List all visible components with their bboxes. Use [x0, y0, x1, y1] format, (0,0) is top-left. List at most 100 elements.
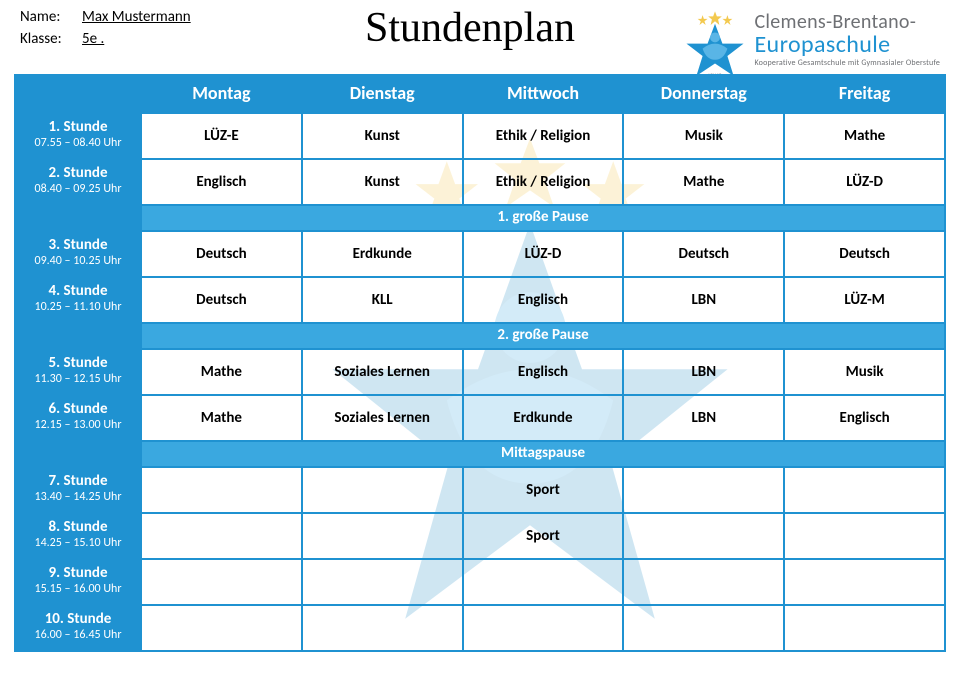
subject-cell [302, 559, 463, 605]
subject-cell: LBN [623, 349, 784, 395]
subject-cell [141, 605, 302, 651]
subject-cell: Musik [623, 113, 784, 159]
subject-cell: Ethik / Religion [463, 113, 624, 159]
subject-cell [463, 605, 624, 651]
day-header: Montag [141, 75, 302, 113]
period-row: 1. Stunde07.55 – 08.40 UhrLÜZ-EKunstEthi… [15, 113, 945, 159]
period-label: 2. Stunde [16, 165, 140, 182]
break-label: 2. große Pause [141, 323, 945, 349]
period-label: 7. Stunde [16, 473, 140, 490]
period-time: 14.25 – 15.10 Uhr [16, 537, 140, 551]
period-time: 09.40 – 10.25 Uhr [16, 255, 140, 269]
period-row: 2. Stunde08.40 – 09.25 UhrEnglischKunstE… [15, 159, 945, 205]
subject-cell: Englisch [784, 395, 945, 441]
day-header: Mittwoch [463, 75, 624, 113]
break-row: Mittagspause [15, 441, 945, 467]
subject-cell: Deutsch [141, 231, 302, 277]
subject-cell: LÜZ-D [784, 159, 945, 205]
subject-cell: LBN [623, 277, 784, 323]
subject-cell [623, 605, 784, 651]
period-row: 7. Stunde13.40 – 14.25 UhrSport [15, 467, 945, 513]
subject-cell [302, 467, 463, 513]
subject-cell [784, 467, 945, 513]
student-info: Name: Max Mustermann Klasse: 5e . [20, 8, 300, 52]
subject-cell: Kunst [302, 159, 463, 205]
period-row: 4. Stunde10.25 – 11.10 UhrDeutschKLLEngl… [15, 277, 945, 323]
subject-cell: Mathe [141, 395, 302, 441]
period-row: 9. Stunde15.15 – 16.00 Uhr [15, 559, 945, 605]
break-row: 1. große Pause [15, 205, 945, 231]
document-header: Name: Max Mustermann Klasse: 5e . Stunde… [0, 0, 960, 74]
subject-cell [141, 559, 302, 605]
subject-cell [623, 467, 784, 513]
period-row: 6. Stunde12.15 – 13.00 UhrMatheSoziales … [15, 395, 945, 441]
subject-cell: Sport [463, 513, 624, 559]
subject-cell [623, 559, 784, 605]
period-cell: 9. Stunde15.15 – 16.00 Uhr [15, 559, 141, 605]
period-cell-empty [15, 205, 141, 231]
subject-cell: Soziales Lernen [302, 349, 463, 395]
period-cell: 8. Stunde14.25 – 15.10 Uhr [15, 513, 141, 559]
period-cell: 10. Stunde16.00 – 16.45 Uhr [15, 605, 141, 651]
subject-cell [623, 513, 784, 559]
subject-cell: Ethik / Religion [463, 159, 624, 205]
class-value: 5e . [82, 30, 104, 48]
period-time: 11.30 – 12.15 Uhr [16, 373, 140, 387]
header-corner [15, 75, 141, 113]
break-row: 2. große Pause [15, 323, 945, 349]
period-time: 13.40 – 14.25 Uhr [16, 491, 140, 505]
subject-cell: Mathe [784, 113, 945, 159]
period-time: 10.25 – 11.10 Uhr [16, 301, 140, 315]
school-name: Clemens-Brentano- Europaschule Kooperati… [754, 10, 940, 68]
subject-cell [302, 513, 463, 559]
period-label: 3. Stunde [16, 237, 140, 254]
name-value: Max Mustermann [82, 8, 191, 26]
period-time: 12.15 – 13.00 Uhr [16, 419, 140, 433]
period-cell: 3. Stunde09.40 – 10.25 Uhr [15, 231, 141, 277]
subject-cell [784, 559, 945, 605]
school-logo-block: LOLLAR Clemens-Brentano- Europaschule Ko… [640, 8, 940, 70]
day-header: Freitag [784, 75, 945, 113]
period-time: 15.15 – 16.00 Uhr [16, 583, 140, 597]
name-label: Name: [20, 8, 78, 26]
subject-cell: Englisch [463, 277, 624, 323]
period-cell-empty [15, 441, 141, 467]
period-cell: 2. Stunde08.40 – 09.25 Uhr [15, 159, 141, 205]
subject-cell [463, 559, 624, 605]
subject-cell: Englisch [141, 159, 302, 205]
subject-cell: Deutsch [784, 231, 945, 277]
page-title: Stundenplan [300, 4, 640, 52]
subject-cell: LÜZ-M [784, 277, 945, 323]
period-cell: 5. Stunde11.30 – 12.15 Uhr [15, 349, 141, 395]
subject-cell: Deutsch [623, 231, 784, 277]
subject-cell: Englisch [463, 349, 624, 395]
period-time: 07.55 – 08.40 Uhr [16, 137, 140, 151]
period-cell: 1. Stunde07.55 – 08.40 Uhr [15, 113, 141, 159]
period-label: 4. Stunde [16, 283, 140, 300]
subject-cell: Deutsch [141, 277, 302, 323]
break-label: 1. große Pause [141, 205, 945, 231]
school-name-line2: Europaschule [754, 30, 940, 59]
period-row: 10. Stunde16.00 – 16.45 Uhr [15, 605, 945, 651]
subject-cell [784, 513, 945, 559]
period-label: 10. Stunde [16, 611, 140, 628]
period-cell: 7. Stunde13.40 – 14.25 Uhr [15, 467, 141, 513]
subject-cell: Mathe [623, 159, 784, 205]
day-header: Donnerstag [623, 75, 784, 113]
school-logo-icon: LOLLAR [684, 8, 746, 70]
period-label: 1. Stunde [16, 119, 140, 136]
period-row: 8. Stunde14.25 – 15.10 Uhr Sport [15, 513, 945, 559]
subject-cell: Soziales Lernen [302, 395, 463, 441]
period-label: 5. Stunde [16, 355, 140, 372]
subject-cell: Kunst [302, 113, 463, 159]
subject-cell: Erdkunde [463, 395, 624, 441]
timetable: Montag Dienstag Mittwoch Donnerstag Frei… [14, 74, 946, 652]
subject-cell [784, 605, 945, 651]
period-label: 9. Stunde [16, 565, 140, 582]
period-label: 6. Stunde [16, 401, 140, 418]
subject-cell: Musik [784, 349, 945, 395]
school-name-line3: Kooperative Gesamtschule mit Gymnasialer… [754, 58, 940, 68]
subject-cell: Erdkunde [302, 231, 463, 277]
period-time: 08.40 – 09.25 Uhr [16, 183, 140, 197]
period-cell: 6. Stunde12.15 – 13.00 Uhr [15, 395, 141, 441]
